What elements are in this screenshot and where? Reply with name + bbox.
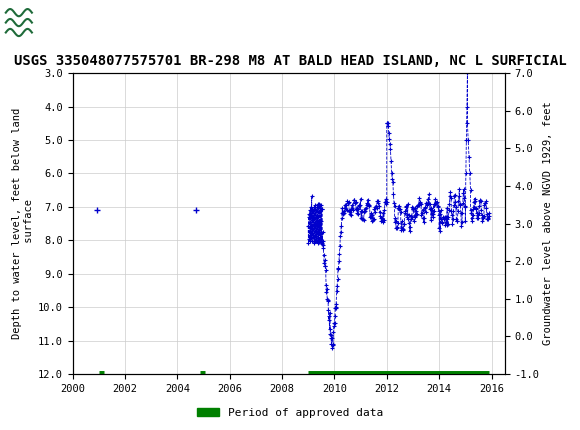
Y-axis label: Groundwater level above NGVD 1929, feet: Groundwater level above NGVD 1929, feet <box>543 102 553 345</box>
Y-axis label: Depth to water level, feet below land
 surface: Depth to water level, feet below land su… <box>12 108 34 339</box>
Legend: Period of approved data: Period of approved data <box>193 403 387 422</box>
FancyBboxPatch shape <box>5 3 63 42</box>
Text: USGS: USGS <box>38 14 93 31</box>
Text: USGS 335048077575701 BR-298 M8 AT BALD HEAD ISLAND, NC L SURFICIAL: USGS 335048077575701 BR-298 M8 AT BALD H… <box>13 54 567 68</box>
